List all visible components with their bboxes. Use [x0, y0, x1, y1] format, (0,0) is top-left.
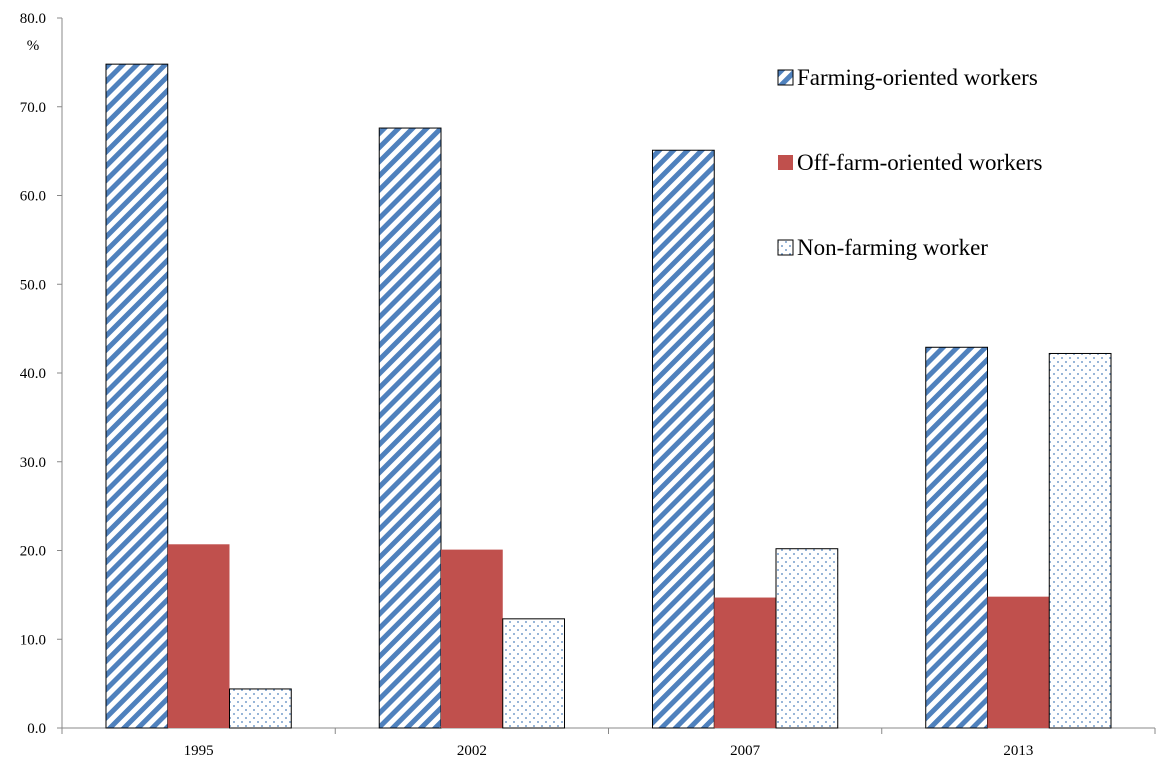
legend-label-off-farm: Off-farm-oriented workers — [797, 150, 1042, 175]
bar-non-farming-worker-1995 — [229, 688, 292, 729]
legend-item-off-farm: Off-farm-oriented workers — [778, 150, 1042, 175]
y-tick-label: 80.0 — [20, 11, 46, 27]
x-axis: 1995 2002 2007 2013 — [61, 727, 1156, 759]
legend-item-farming: Farming-oriented workers — [777, 65, 1038, 90]
bar-off-farm-oriented-workers-2002 — [440, 549, 503, 728]
legend-label-farming: Farming-oriented workers — [797, 65, 1038, 90]
legend-label-non-farming: Non-farming worker — [797, 235, 988, 260]
x-tick-label: 2002 — [457, 743, 487, 759]
bar-farming-oriented-workers-1995 — [105, 63, 169, 729]
x-tick-label: 1995 — [184, 743, 214, 759]
x-tick-label: 2007 — [730, 743, 761, 759]
legend: Farming-oriented workers Off-farm-orient… — [777, 65, 1042, 260]
y-axis: 0.0 10.0 20.0 30.0 40.0 50.0 60.0 70.0 80.0 % — [20, 11, 63, 737]
y-unit-label: % — [27, 38, 40, 54]
x-tick-label: 2013 — [1003, 743, 1033, 759]
bar-off-farm-oriented-workers-2013 — [987, 596, 1050, 728]
bars — [105, 63, 1112, 729]
y-tick-label: 60.0 — [20, 189, 46, 205]
bar-off-farm-oriented-workers-1995 — [167, 544, 230, 728]
bar-non-farming-worker-2007 — [775, 548, 839, 729]
bar-off-farm-oriented-workers-2007 — [714, 597, 777, 728]
y-tick-label: 40.0 — [20, 366, 46, 382]
y-tick-label: 10.0 — [20, 632, 46, 648]
bar-farming-oriented-workers-2002 — [378, 127, 442, 729]
y-tick-label: 20.0 — [20, 544, 46, 560]
y-tick-label: 50.0 — [20, 277, 46, 293]
bar-farming-oriented-workers-2007 — [651, 149, 715, 729]
legend-swatch-farming — [777, 69, 794, 86]
y-tick-label: 0.0 — [27, 721, 46, 737]
legend-swatch-off-farm — [778, 155, 793, 170]
bar-non-farming-worker-2002 — [502, 618, 566, 729]
bar-non-farming-worker-2013 — [1048, 352, 1112, 729]
x-ticks: 1995 2002 2007 2013 — [61, 728, 1156, 759]
legend-item-non-farming: Non-farming worker — [777, 235, 988, 260]
legend-swatch-non-farming — [777, 239, 794, 256]
y-tick-label: 30.0 — [20, 455, 46, 471]
y-ticks: 0.0 10.0 20.0 30.0 40.0 50.0 60.0 70.0 80.0 — [20, 11, 62, 737]
y-tick-label: 70.0 — [20, 100, 46, 116]
bar-farming-oriented-workers-2013 — [925, 346, 988, 729]
